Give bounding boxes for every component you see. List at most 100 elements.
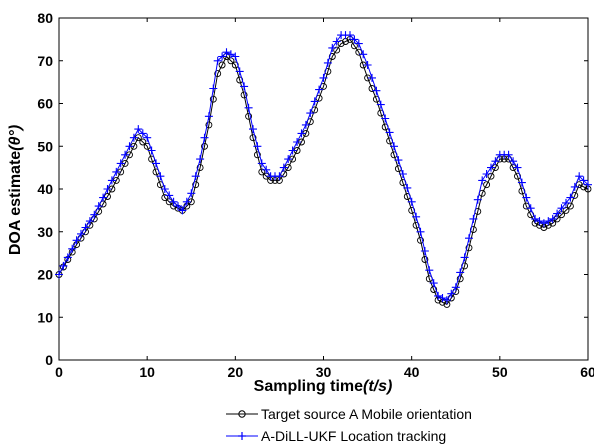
x-tick-label: 30 — [316, 364, 332, 380]
series-1-point — [487, 163, 495, 172]
series-1-point — [306, 109, 315, 118]
series-1-point — [77, 229, 85, 238]
series-1-point — [451, 283, 460, 292]
series-1-point — [174, 202, 182, 211]
series-1-point — [517, 178, 526, 187]
series-1-point — [231, 52, 240, 61]
series-1-point — [434, 291, 443, 300]
series-1-point — [482, 170, 491, 178]
series-0-point — [421, 256, 429, 263]
series-1-point — [447, 289, 456, 298]
series-1-point — [129, 133, 138, 142]
series-1-point — [253, 142, 262, 151]
series-1-point — [491, 157, 500, 166]
series-1-point — [398, 170, 407, 178]
series-0-point — [337, 40, 345, 48]
series-1-point — [566, 193, 575, 202]
x-axis-ticks: 0 10 20 30 40 50 60 — [55, 18, 594, 380]
series-1-point — [407, 197, 416, 206]
series-1-point — [244, 103, 253, 112]
series-1-point — [354, 39, 363, 48]
series-1-point — [178, 206, 187, 215]
series-1-point — [68, 244, 77, 253]
x-axis-label-unit: (t/s) — [363, 378, 392, 395]
series-1-point — [323, 58, 332, 67]
series-1-point — [513, 163, 522, 172]
plot-frame — [58, 17, 589, 361]
series-1-point — [196, 155, 205, 164]
y-tick-label: 30 — [37, 224, 53, 240]
series-0-point — [368, 85, 376, 92]
series-1-point — [222, 48, 231, 57]
series-1-point — [301, 120, 310, 129]
y-tick-label: 80 — [37, 10, 53, 26]
series-1-point — [72, 236, 81, 245]
series-1-point — [116, 159, 125, 168]
y-tick-label: 60 — [37, 96, 53, 112]
series-1-point — [204, 112, 213, 121]
x-tick-label: 10 — [139, 364, 155, 380]
series-1-point — [284, 155, 293, 164]
series-1-point — [465, 234, 473, 243]
series-1-point — [288, 146, 297, 155]
series-1-point — [429, 279, 438, 288]
series-1-point — [363, 61, 372, 69]
series-1-point — [249, 125, 257, 134]
series-1-point — [420, 247, 429, 255]
series-0-point — [240, 91, 248, 99]
series-1-point — [425, 266, 434, 275]
series-1-point — [553, 209, 562, 218]
series-1-point — [535, 217, 544, 226]
series-1-point — [579, 176, 588, 185]
series-1-point — [376, 100, 385, 109]
series-1-point — [182, 197, 191, 206]
series-1-point — [509, 157, 518, 166]
series-0-point — [139, 138, 147, 146]
series-layer — [55, 31, 592, 308]
series-0-point — [469, 226, 477, 234]
series-0-point — [417, 236, 424, 244]
series-1-point — [531, 214, 540, 223]
series-1-point — [147, 146, 156, 155]
series-0-point — [333, 46, 341, 54]
legend-entry-target: Target source A Mobile orientation — [226, 406, 472, 422]
x-tick-label: 60 — [580, 364, 594, 380]
series-1-point — [85, 217, 94, 226]
series-0-point — [258, 168, 266, 176]
series-0-point — [209, 95, 217, 103]
y-tick-label: 10 — [37, 309, 53, 325]
series-1-point — [390, 142, 398, 151]
series-1-point — [59, 261, 68, 270]
series-1-point — [121, 150, 130, 159]
series-1-point — [143, 133, 152, 142]
series-1-point — [218, 52, 227, 61]
series-1-point — [275, 172, 284, 181]
series-1-point — [469, 214, 478, 223]
series-1-point — [544, 217, 553, 226]
legend: Target source A Mobile orientation A-DiL… — [226, 406, 472, 444]
y-tick-label: 50 — [37, 138, 53, 154]
y-tick-label: 70 — [37, 53, 53, 69]
series-1-point — [412, 212, 421, 221]
y-tick-label: 40 — [37, 181, 53, 197]
series-1-point — [332, 37, 341, 46]
series-1-point — [160, 185, 169, 193]
series-1-point — [81, 223, 90, 232]
y-tick-label: 20 — [37, 267, 53, 283]
series-1-point — [403, 183, 412, 192]
series-1-point — [293, 138, 302, 146]
series-1-point — [125, 142, 134, 151]
series-0-point — [245, 112, 253, 120]
x-tick-label: 50 — [492, 364, 508, 380]
x-axis-label-main: Sampling time — [254, 378, 363, 395]
series-1-point — [539, 219, 548, 228]
series-1-point — [350, 35, 359, 44]
series-1-point — [557, 204, 566, 213]
series-1-point — [63, 253, 72, 262]
series-1-point — [152, 159, 160, 168]
series-0-point — [104, 193, 111, 200]
series-1-point — [169, 197, 178, 206]
series-0-point — [562, 206, 570, 214]
x-tick-label: 0 — [55, 364, 63, 380]
series-0-point — [253, 151, 261, 159]
